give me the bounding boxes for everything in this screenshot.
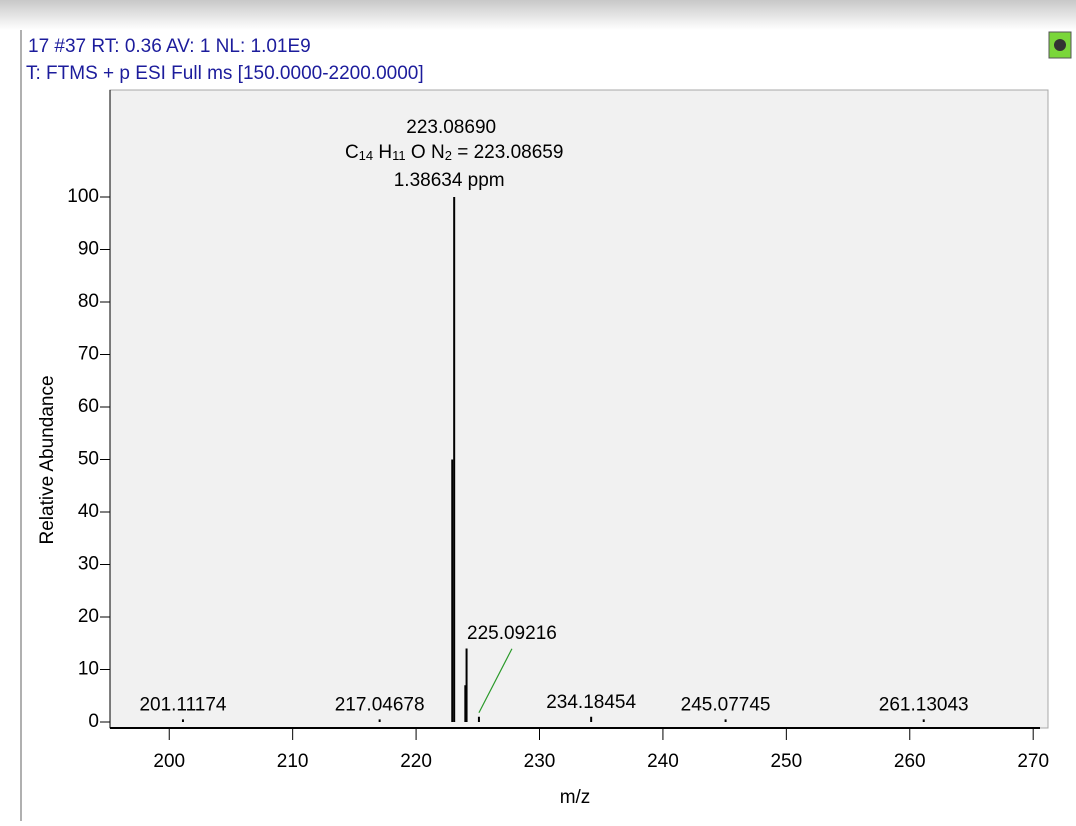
x-tick-label: 260 — [894, 751, 926, 772]
peak-label: 201.11174 — [139, 694, 226, 715]
x-tick-label: 210 — [277, 751, 309, 772]
formula-part: = 223.08659 — [452, 142, 563, 163]
formula: C14 H11 O N2 = 223.08659 — [345, 142, 563, 163]
x-tick-label: 270 — [1017, 751, 1049, 772]
x-tick-label: 230 — [524, 751, 556, 772]
formula-part: C — [345, 142, 359, 163]
peak-label: 223.08690 — [406, 117, 496, 138]
formula-part: 14 — [359, 148, 373, 163]
peak-label: 245.07745 — [681, 694, 771, 715]
y-tick-label: 80 — [78, 291, 99, 312]
peak-label: 217.04678 — [335, 694, 425, 715]
peak-label: 261.13043 — [879, 694, 969, 715]
formula-part: O N — [406, 142, 445, 163]
peak-label: 225.09216 — [467, 623, 557, 644]
x-tick-label: 240 — [647, 751, 679, 772]
formula-part: H — [373, 142, 392, 163]
formula-part: 2 — [445, 148, 452, 163]
x-tick-label: 220 — [400, 751, 432, 772]
y-tick-label: 60 — [78, 396, 99, 417]
y-axis-label: Relative Abundance — [37, 375, 58, 544]
window-edge — [0, 0, 1076, 30]
leader-line — [478, 648, 513, 714]
y-tick-label: 0 — [88, 711, 99, 732]
y-tick-label: 70 — [78, 344, 99, 365]
peak-label: 234.18454 — [546, 692, 636, 713]
lock-icon-glyph — [1054, 39, 1066, 51]
y-tick-label: 20 — [78, 606, 99, 627]
y-tick-label: 30 — [78, 554, 99, 575]
y-tick-label: 40 — [78, 501, 99, 522]
plot-area — [109, 89, 1049, 729]
y-tick-label: 100 — [67, 186, 99, 207]
y-tick-label: 10 — [78, 659, 99, 680]
y-tick-label: 50 — [78, 449, 99, 470]
ppm-label: 1.38634 ppm — [394, 170, 505, 191]
header-line: T: FTMS + p ESI Full ms [150.0000-2200.0… — [26, 63, 424, 84]
x-tick-label: 250 — [770, 751, 802, 772]
x-tick-label: 200 — [153, 751, 185, 772]
y-tick-label: 90 — [78, 239, 99, 260]
header-line: 17 #37 RT: 0.36 AV: 1 NL: 1.01E9 — [28, 36, 311, 57]
x-axis-label: m/z — [560, 787, 591, 808]
formula-part: 11 — [392, 148, 406, 163]
